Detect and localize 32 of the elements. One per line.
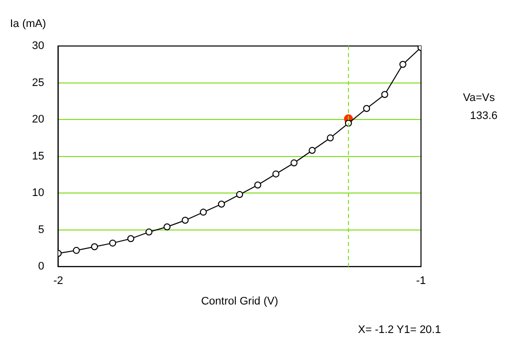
point (381, 91, 388, 98)
point (91, 243, 98, 250)
point (272, 170, 280, 178)
x-tick-label: -1 (416, 275, 426, 288)
point (254, 181, 262, 188)
y-tick-label: 20 (32, 114, 44, 126)
point (164, 223, 171, 230)
text: Va=Vs (463, 92, 495, 104)
point (308, 146, 316, 154)
y-tick-label: 30 (32, 40, 44, 52)
point (290, 159, 298, 166)
point (145, 228, 152, 236)
text: 133.6 (470, 110, 498, 122)
point (182, 216, 189, 224)
y-tick-label: 5 (38, 224, 44, 236)
point (326, 134, 334, 142)
point (218, 200, 225, 208)
y-tick-label: 15 (32, 150, 44, 162)
point (363, 105, 370, 112)
x-tick-label: -2 (53, 275, 64, 288)
y-tick-label: 0 (38, 260, 44, 273)
point (109, 240, 116, 247)
point (236, 191, 244, 198)
y-tick-label: 10 (32, 187, 44, 200)
y-axis-title: Ia (mA) (10, 18, 46, 30)
text: X= -1.2 Y1= 20.1 (358, 324, 441, 336)
point (399, 60, 406, 68)
point (200, 208, 207, 216)
point (72, 246, 80, 254)
x-axis-title: Control Grid (V) (201, 295, 278, 308)
point (127, 235, 134, 242)
y-tick-label: 25 (32, 76, 44, 89)
